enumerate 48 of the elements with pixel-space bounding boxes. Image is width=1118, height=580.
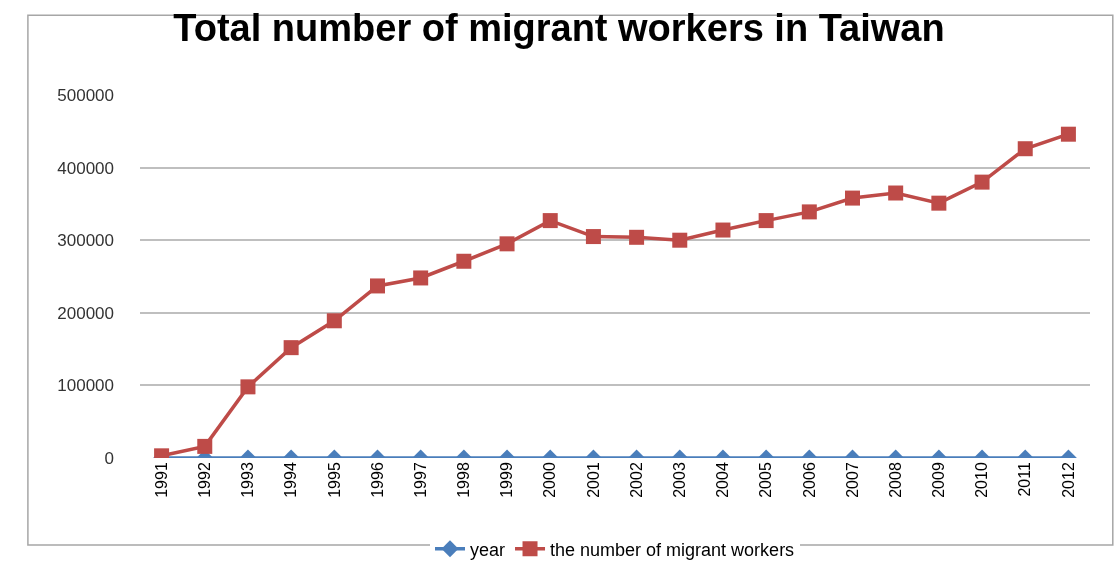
x-tick-label: 1995: [325, 462, 343, 498]
point: [542, 213, 558, 229]
x-tick-label: 1994: [282, 462, 300, 498]
point: [845, 190, 860, 206]
x-tick-label: 1999: [498, 462, 516, 498]
x-tick-label: 2010: [973, 462, 991, 498]
point: [931, 195, 947, 211]
x-tick-label: 2006: [800, 462, 818, 498]
x-tick-label: 1998: [455, 462, 473, 498]
x-tick-label: 2004: [714, 462, 732, 498]
x-tick-label: 2011: [1016, 462, 1034, 497]
y-tick-label: 500000: [57, 85, 114, 105]
x-tick-label: 2005: [757, 462, 775, 498]
point: [585, 229, 601, 245]
point: [801, 204, 817, 220]
x-tick-label: 1991: [152, 462, 170, 498]
x-tick-label: 1992: [195, 462, 213, 498]
x-tick-label: 1996: [368, 462, 386, 498]
point: [370, 278, 385, 294]
legend-label: the number of migrant workers: [550, 539, 795, 560]
x-tick-label: 2012: [1059, 462, 1077, 498]
x-tick-label: 2002: [627, 462, 645, 498]
x-tick-label: 2001: [584, 462, 602, 498]
point: [888, 185, 904, 201]
point: [413, 270, 429, 286]
y-tick-label: 400000: [57, 158, 114, 178]
y-tick-label: 300000: [57, 231, 114, 251]
point: [456, 253, 472, 269]
x-tick-label: 2003: [670, 462, 688, 498]
x-tick-label: 2007: [843, 462, 861, 498]
chart-title: Total number of migrant workers in Taiwan: [173, 7, 945, 50]
x-tick-label: 2009: [930, 462, 948, 498]
point: [1017, 141, 1033, 157]
x-tick-label: 1997: [411, 462, 429, 498]
y-tick-label: 0: [104, 448, 114, 468]
y-tick-label: 200000: [57, 303, 114, 323]
point: [715, 222, 731, 238]
point: [672, 232, 688, 248]
x-tick-label: 1993: [239, 462, 257, 498]
legend-label: year: [470, 539, 506, 560]
point: [974, 174, 990, 190]
point: [1060, 126, 1076, 142]
x-tick-label: 2008: [886, 462, 904, 498]
point: [499, 236, 515, 252]
point: [758, 213, 774, 229]
point: [629, 229, 645, 245]
x-tick-label: 2000: [541, 462, 559, 498]
y-tick-label: 100000: [57, 376, 114, 396]
